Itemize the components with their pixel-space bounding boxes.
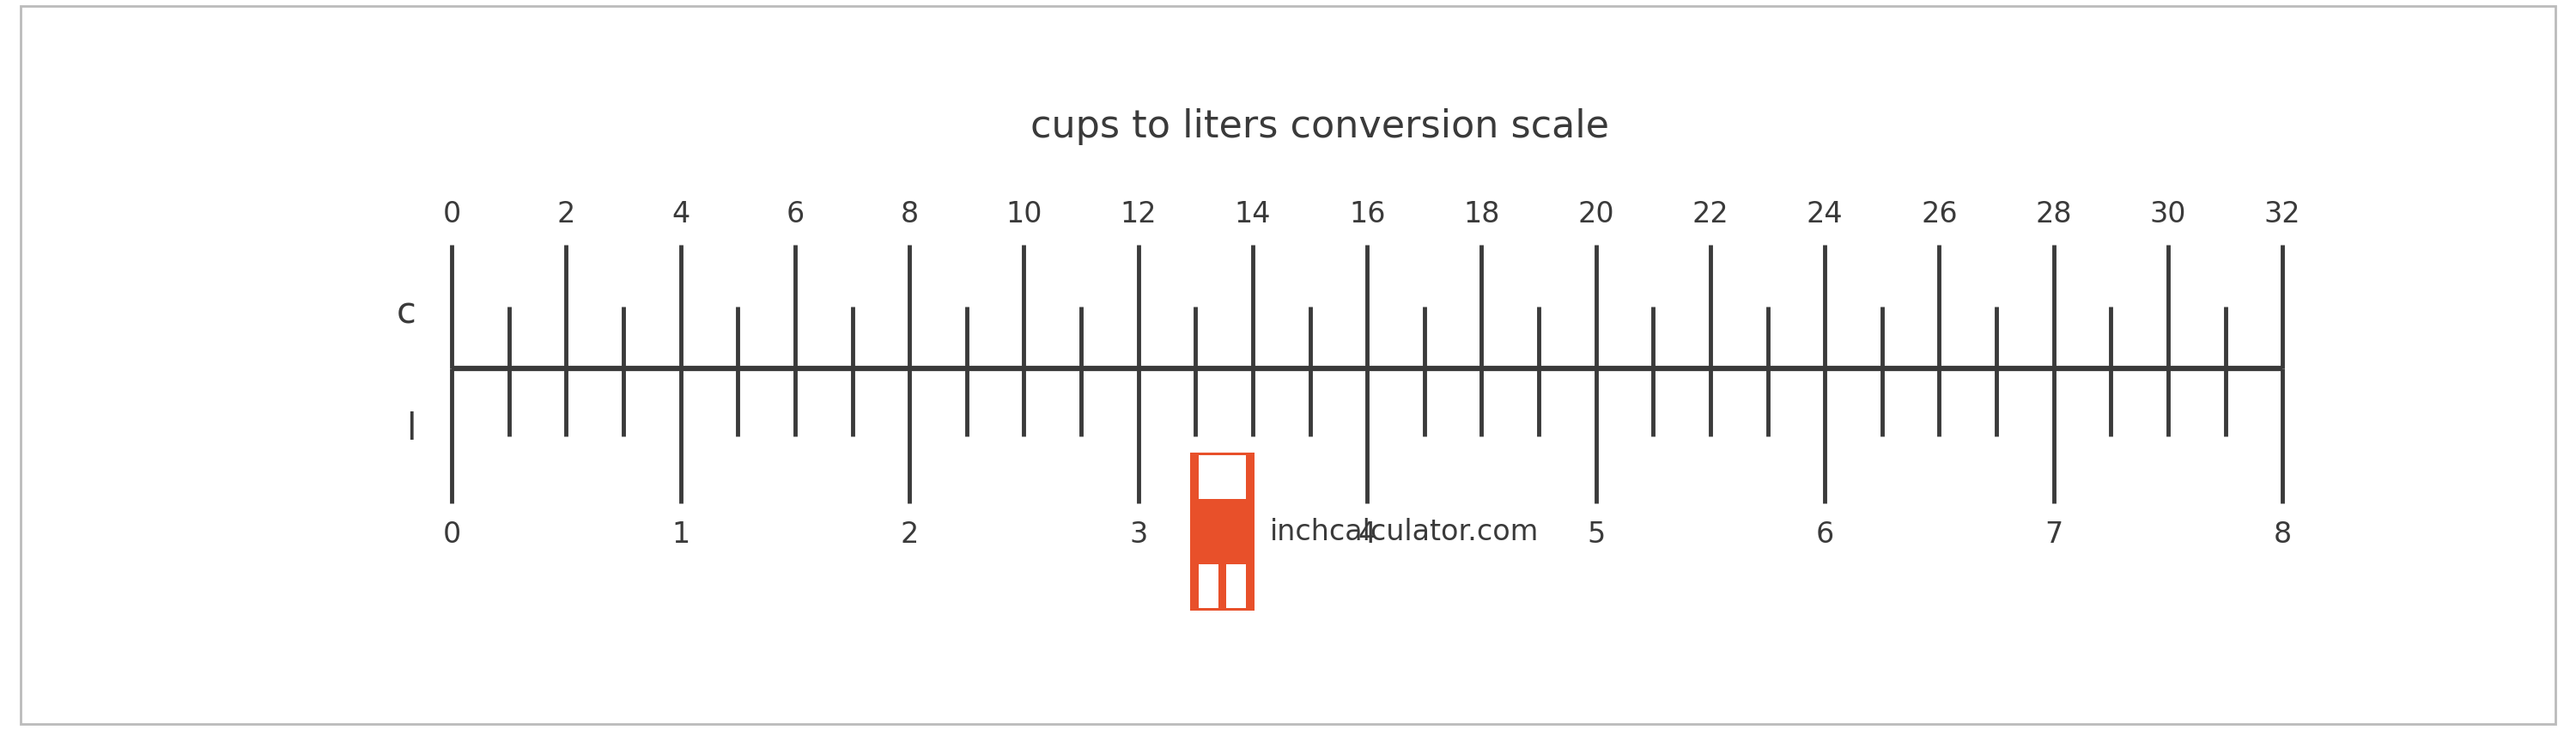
Text: 22: 22 <box>1692 200 1728 228</box>
Text: 6: 6 <box>1816 520 1834 549</box>
Text: 7: 7 <box>2045 520 2063 549</box>
Text: 3: 3 <box>1128 520 1146 549</box>
Text: 26: 26 <box>1922 200 1958 228</box>
Text: inchcalculator.com: inchcalculator.com <box>1270 518 1540 546</box>
Text: 12: 12 <box>1121 200 1157 228</box>
Text: cups to liters conversion scale: cups to liters conversion scale <box>1030 109 1610 145</box>
Text: 5: 5 <box>1587 520 1605 549</box>
Text: 4: 4 <box>1358 520 1376 549</box>
Text: l: l <box>407 411 415 447</box>
Text: 30: 30 <box>2151 200 2187 228</box>
Text: 16: 16 <box>1350 200 1386 228</box>
Text: 4: 4 <box>672 200 690 228</box>
Text: 0: 0 <box>443 520 461 549</box>
Text: c: c <box>397 295 415 331</box>
Bar <box>1198 456 1247 499</box>
Text: 2: 2 <box>899 520 920 549</box>
Text: 8: 8 <box>2275 520 2293 549</box>
Bar <box>1190 453 1255 610</box>
Bar <box>1198 564 1218 608</box>
Bar <box>1226 564 1247 608</box>
Text: 18: 18 <box>1463 200 1499 228</box>
Text: 2: 2 <box>556 200 574 228</box>
Text: 10: 10 <box>1005 200 1043 228</box>
Text: 0: 0 <box>443 200 461 228</box>
Text: 28: 28 <box>2035 200 2071 228</box>
Text: 32: 32 <box>2264 200 2300 228</box>
Text: 24: 24 <box>1806 200 1842 228</box>
Text: 14: 14 <box>1234 200 1270 228</box>
Text: 6: 6 <box>786 200 804 228</box>
Text: 8: 8 <box>902 200 920 228</box>
Text: 20: 20 <box>1577 200 1615 228</box>
Text: 1: 1 <box>672 520 690 549</box>
